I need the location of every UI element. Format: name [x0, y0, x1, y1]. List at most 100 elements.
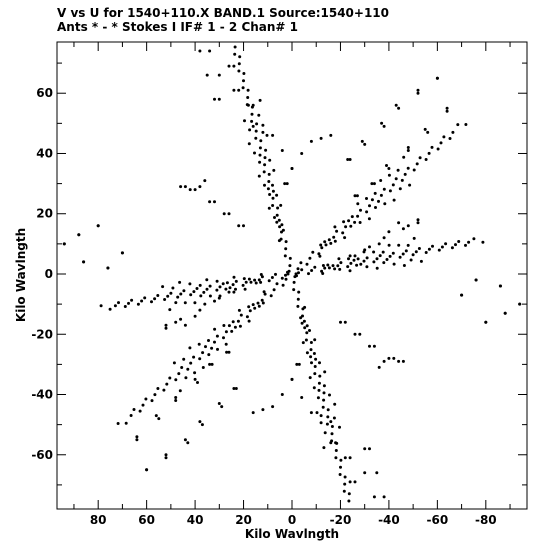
uv-point: [329, 441, 333, 445]
uv-point: [224, 342, 228, 346]
uv-point: [309, 139, 313, 143]
uv-point: [178, 389, 182, 393]
y-axis-label: Kilo Wavlngth: [14, 228, 28, 322]
uv-point: [208, 362, 212, 366]
uv-point: [327, 266, 331, 270]
uv-point: [232, 275, 236, 279]
uv-point: [243, 119, 246, 123]
uv-point: [394, 177, 398, 181]
uv-point: [263, 163, 267, 167]
uv-point: [264, 148, 268, 152]
x-tick-label: -40: [378, 513, 400, 527]
uv-point: [296, 267, 300, 271]
uv-point: [326, 415, 330, 419]
uv-point: [308, 376, 312, 380]
uv-point: [204, 345, 207, 349]
uv-point: [145, 468, 149, 472]
uv-point: [348, 269, 352, 273]
uv-point: [213, 340, 216, 344]
uv-point: [355, 263, 359, 267]
uv-point: [221, 282, 225, 286]
uv-point: [359, 208, 362, 212]
uv-point: [268, 158, 272, 162]
uv-point: [323, 266, 327, 270]
uv-point: [208, 284, 212, 288]
uv-point: [258, 98, 262, 102]
uv-point: [294, 272, 298, 276]
uv-point: [251, 411, 255, 415]
uv-point: [215, 334, 219, 338]
uv-point: [372, 495, 376, 499]
uv-point: [300, 268, 304, 272]
uv-point: [308, 329, 311, 332]
uv-point: [150, 399, 154, 403]
uv-point: [417, 247, 421, 250]
uv-point: [199, 294, 203, 298]
uv-point: [205, 287, 209, 291]
uv-point: [394, 103, 398, 107]
uv-point: [403, 172, 407, 176]
uv-point: [179, 292, 183, 296]
uv-point: [248, 128, 252, 132]
uv-point: [222, 336, 225, 340]
uv-point: [232, 387, 236, 390]
uv-point: [326, 263, 330, 267]
uv-point: [375, 471, 379, 475]
uv-point: [310, 361, 313, 365]
uv-point: [445, 106, 449, 110]
uv-point: [285, 182, 289, 186]
uv-point: [295, 362, 299, 366]
uv-point: [372, 250, 376, 254]
uv-point: [350, 215, 354, 219]
uv-point: [439, 141, 443, 145]
uv-point: [237, 69, 241, 73]
uv-point: [233, 52, 237, 56]
uv-point: [183, 185, 187, 189]
uv-point: [503, 311, 507, 315]
uv-point: [213, 327, 217, 331]
uv-point: [271, 405, 275, 409]
uv-point: [324, 243, 328, 247]
uv-point: [379, 193, 383, 197]
uv-point: [406, 166, 410, 170]
uv-point: [62, 242, 66, 246]
uv-point: [284, 247, 288, 251]
uv-point: [277, 239, 281, 243]
uv-point: [271, 204, 275, 207]
uv-point: [419, 259, 423, 263]
uv-point: [311, 250, 315, 254]
uv-point: [205, 278, 209, 282]
uv-point: [375, 266, 379, 270]
uv-point: [224, 330, 228, 334]
uv-point: [383, 202, 387, 206]
uv-point: [174, 320, 178, 324]
uv-point: [334, 441, 338, 445]
y-tick-label: 20: [36, 207, 53, 221]
uv-point: [342, 489, 346, 493]
uv-point: [481, 240, 485, 244]
uv-point: [474, 278, 478, 282]
uv-point: [168, 376, 172, 380]
data-points: [62, 45, 522, 503]
uv-point: [416, 88, 420, 92]
uv-point: [241, 283, 245, 287]
uv-point: [331, 264, 335, 268]
uv-point: [363, 471, 367, 475]
uv-point: [442, 135, 446, 139]
uv-point: [362, 259, 366, 263]
uv-point: [309, 411, 313, 415]
uv-point: [245, 315, 249, 319]
uv-point: [242, 79, 245, 83]
uv-point: [358, 221, 362, 224]
uv-point: [138, 409, 142, 413]
uv-point: [445, 109, 449, 113]
uv-point: [267, 172, 271, 176]
uv-point: [275, 220, 279, 224]
uv-point: [130, 298, 134, 302]
uv-point: [203, 179, 207, 183]
uv-point: [454, 243, 457, 247]
uv-point: [263, 156, 267, 160]
uv-point: [161, 285, 165, 289]
uv-point: [247, 142, 251, 146]
